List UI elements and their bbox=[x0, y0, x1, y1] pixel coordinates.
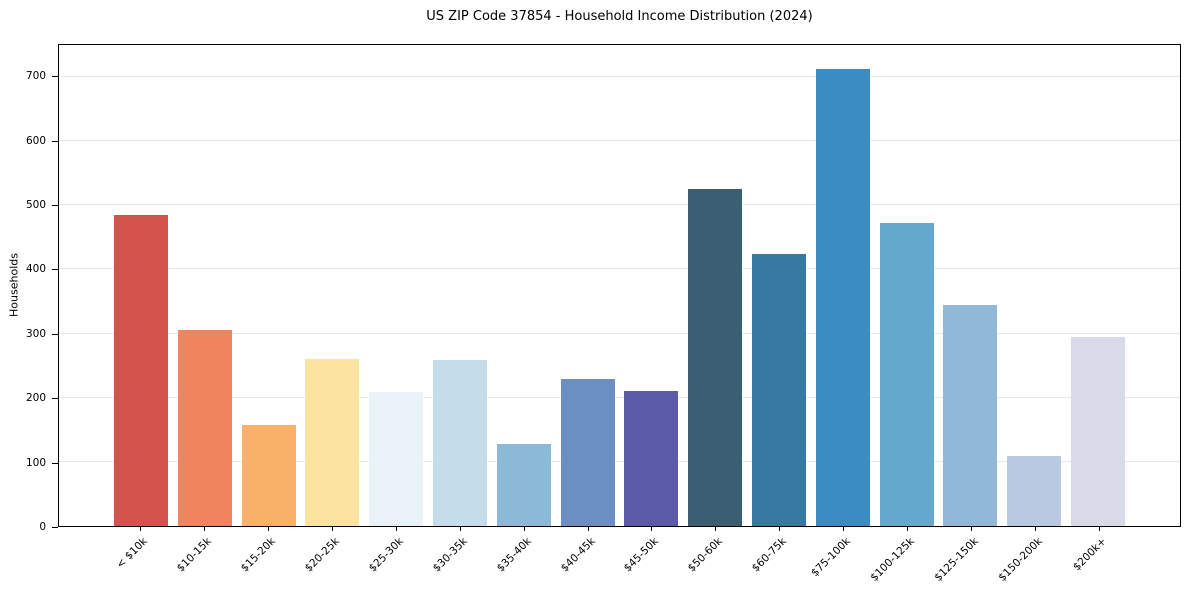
bar-slot bbox=[875, 45, 939, 526]
x-tick-mark bbox=[203, 527, 205, 531]
bar-50-60k bbox=[688, 189, 743, 526]
y-tick-mark-600 bbox=[52, 140, 58, 142]
bar-200k bbox=[1071, 336, 1126, 526]
gridline-y100 bbox=[59, 460, 1180, 462]
y-tick-mark-700 bbox=[52, 76, 58, 78]
x-tick-mark bbox=[587, 527, 589, 531]
chart-title: US ZIP Code 37854 - Household Income Dis… bbox=[426, 9, 813, 24]
bar-slot bbox=[811, 45, 875, 526]
bar-15-20k bbox=[241, 425, 296, 526]
y-tick-mark-100 bbox=[52, 462, 58, 464]
bar-slot bbox=[556, 45, 620, 526]
bar-45-50k bbox=[624, 391, 679, 526]
y-tick-mark-0 bbox=[52, 527, 58, 528]
bar-10-15k bbox=[177, 330, 232, 526]
bar-slot bbox=[109, 45, 173, 526]
y-tick-mark-200 bbox=[52, 398, 58, 400]
x-tick-mark bbox=[1035, 527, 1037, 531]
y-tick-label-100: 100 bbox=[25, 456, 46, 469]
bar-40-45k bbox=[560, 378, 615, 526]
gridline-y400 bbox=[59, 268, 1180, 270]
x-tick-label-10k: < $10k bbox=[114, 535, 150, 571]
bar-slot bbox=[620, 45, 684, 526]
x-tick-mark bbox=[1099, 527, 1101, 531]
y-tick-label-700: 700 bbox=[25, 70, 46, 83]
x-tick-mark bbox=[907, 527, 909, 531]
plot-area bbox=[58, 44, 1181, 527]
gridline-y600 bbox=[59, 140, 1180, 142]
bar-25-30k bbox=[369, 391, 424, 526]
bar-20-25k bbox=[305, 358, 360, 526]
y-tick-label-600: 600 bbox=[25, 134, 46, 147]
x-tick-mark bbox=[459, 527, 461, 531]
x-tick-mark bbox=[139, 527, 141, 531]
gridline-y700 bbox=[59, 76, 1180, 78]
bar-125-150k bbox=[943, 304, 998, 526]
bar-slot bbox=[237, 45, 301, 526]
y-tick-label-400: 400 bbox=[25, 263, 46, 276]
x-tick-mark bbox=[779, 527, 781, 531]
y-tick-mark-400 bbox=[52, 269, 58, 271]
y-axis-label: Households bbox=[7, 253, 21, 317]
x-tick-mark bbox=[843, 527, 845, 531]
x-tick-mark bbox=[715, 527, 717, 531]
y-tick-label-200: 200 bbox=[25, 392, 46, 405]
bar-75-100k bbox=[815, 68, 870, 526]
bar-slot bbox=[683, 45, 747, 526]
bar-150-200k bbox=[1007, 456, 1062, 526]
bar-slot bbox=[939, 45, 1003, 526]
bars-container bbox=[59, 45, 1180, 526]
y-tick-label-500: 500 bbox=[25, 199, 46, 211]
bar-10k bbox=[113, 214, 168, 526]
bar-slot bbox=[173, 45, 237, 526]
x-tick-mark bbox=[523, 527, 525, 531]
bar-slot bbox=[428, 45, 492, 526]
y-tick-mark-300 bbox=[52, 333, 58, 335]
x-tick-mark bbox=[651, 527, 653, 531]
x-tick-mark bbox=[971, 527, 973, 531]
gridline-y500 bbox=[59, 204, 1180, 206]
bar-60-75k bbox=[752, 254, 807, 526]
y-tick-mark-500 bbox=[52, 205, 58, 206]
x-tick-mark bbox=[331, 527, 333, 531]
bar-slot bbox=[1066, 45, 1130, 526]
y-tick-label-300: 300 bbox=[25, 327, 46, 340]
bar-slot bbox=[1002, 45, 1066, 526]
bar-slot bbox=[300, 45, 364, 526]
bar-100-125k bbox=[879, 223, 934, 526]
bar-30-35k bbox=[432, 359, 487, 526]
bar-35-40k bbox=[496, 443, 551, 526]
x-tick-mark bbox=[267, 527, 269, 531]
bar-slot bbox=[492, 45, 556, 526]
bar-slot bbox=[364, 45, 428, 526]
y-tick-label-0: 0 bbox=[39, 521, 46, 533]
gridline-y300 bbox=[59, 332, 1180, 334]
gridline-y200 bbox=[59, 396, 1180, 398]
bar-slot bbox=[747, 45, 811, 526]
x-tick-mark bbox=[395, 527, 397, 531]
